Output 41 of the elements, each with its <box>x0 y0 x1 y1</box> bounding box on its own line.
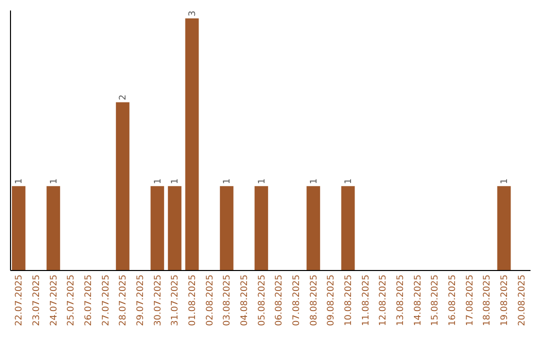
x-tick-label: 12.08.2025 <box>378 274 389 326</box>
x-tick-label: 05.08.2025 <box>257 274 268 326</box>
data-label: 1 <box>257 178 268 184</box>
data-label: 1 <box>153 178 164 184</box>
x-tick-label: 23.07.2025 <box>32 274 42 326</box>
data-label: 1 <box>222 178 233 184</box>
x-tick-label: 08.08.2025 <box>309 274 320 326</box>
x-tick-label: 15.08.2025 <box>430 274 441 326</box>
x-tick-label: 01.08.2025 <box>188 274 198 326</box>
x-tick-label: 07.08.2025 <box>292 274 302 326</box>
x-tick-label: 27.07.2025 <box>101 274 112 326</box>
x-tick-label: 26.07.2025 <box>84 274 94 326</box>
x-tick-label: 25.07.2025 <box>66 274 77 326</box>
data-label: 1 <box>49 178 60 184</box>
x-tick-label: 16.08.2025 <box>448 274 458 326</box>
x-tick-label: 03.08.2025 <box>222 274 233 326</box>
x-tick-label: 29.07.2025 <box>136 274 146 326</box>
x-tick-label: 09.08.2025 <box>326 274 337 326</box>
data-label: 1 <box>500 178 510 184</box>
x-tick-label: 06.08.2025 <box>274 274 285 326</box>
data-label: 1 <box>309 178 320 184</box>
data-label: 1 <box>170 178 181 184</box>
x-tick-label: 24.07.2025 <box>49 274 60 326</box>
x-tick-label: 02.08.2025 <box>205 274 216 326</box>
x-tick-label: 13.08.2025 <box>396 274 406 326</box>
x-tick-label: 04.08.2025 <box>240 274 250 326</box>
x-tick-label: 14.08.2025 <box>413 274 424 326</box>
x-tick-label: 31.07.2025 <box>170 274 181 326</box>
x-tick-label: 19.08.2025 <box>500 274 510 326</box>
x-tick-label: 18.08.2025 <box>482 274 493 326</box>
x-tick-label: 11.08.2025 <box>361 274 372 326</box>
data-label: 2 <box>118 94 129 100</box>
x-tick-label: 28.07.2025 <box>118 274 129 326</box>
data-label: 1 <box>14 178 25 184</box>
x-tick-label: 10.08.2025 <box>344 274 354 326</box>
data-label: 1 <box>344 178 354 184</box>
data-label: 3 <box>188 10 198 16</box>
x-tick-label: 20.08.2025 <box>517 274 528 326</box>
x-tick-label: 22.07.2025 <box>14 274 25 326</box>
x-tick-label: 30.07.2025 <box>153 274 164 326</box>
x-tick-label: 17.08.2025 <box>465 274 476 326</box>
